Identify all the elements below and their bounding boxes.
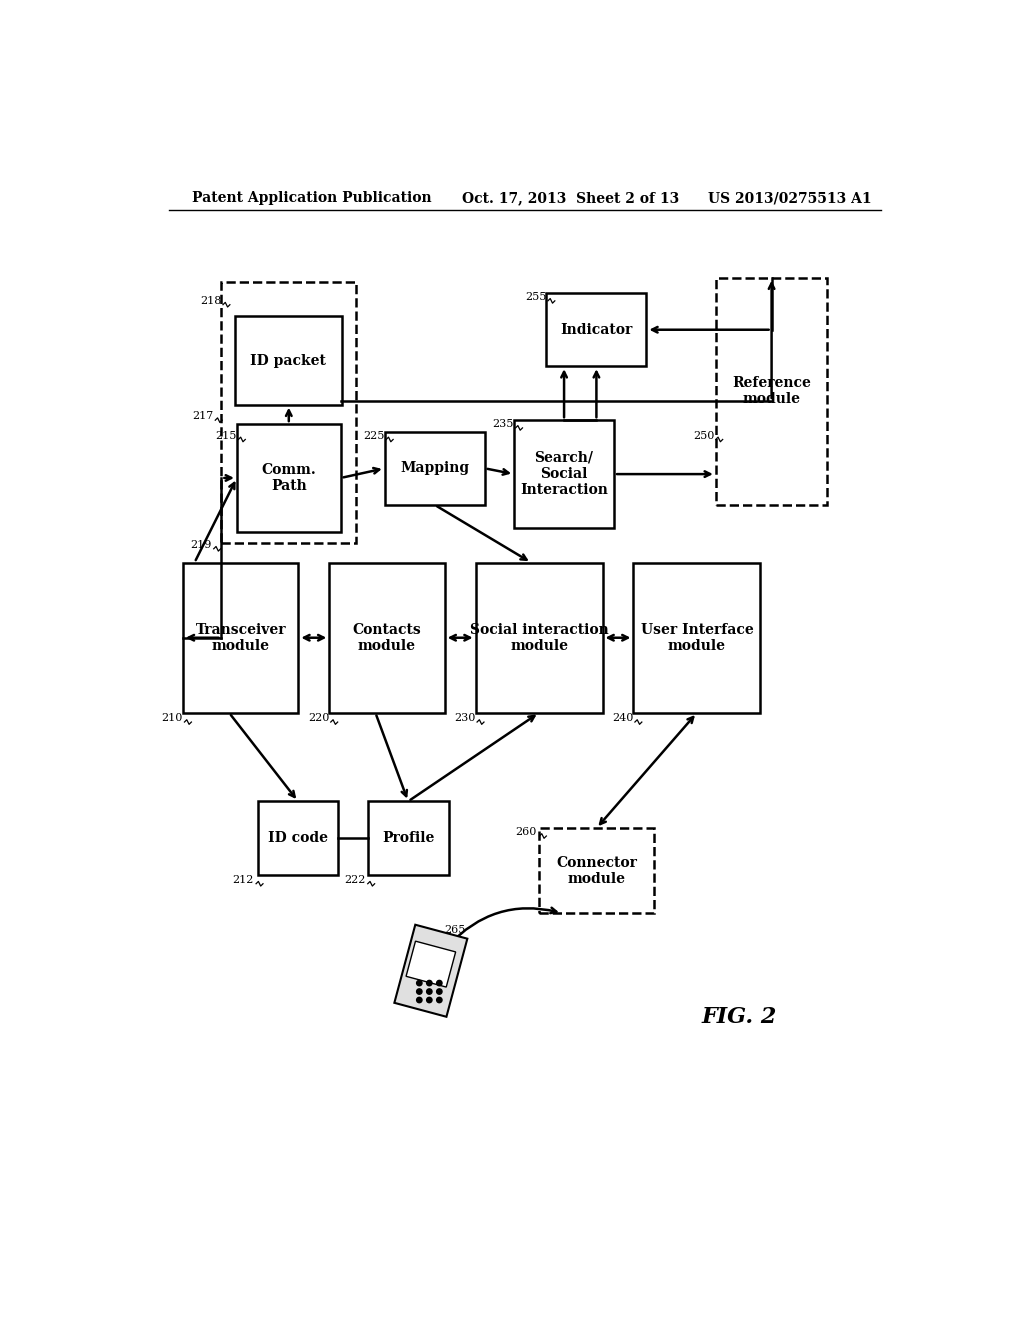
Bar xyxy=(183,562,298,713)
Bar xyxy=(394,925,467,1016)
Circle shape xyxy=(436,981,442,986)
Text: Social interaction
module: Social interaction module xyxy=(470,623,608,653)
Text: 265: 265 xyxy=(444,925,466,935)
Text: ID code: ID code xyxy=(268,830,328,845)
Circle shape xyxy=(417,989,422,994)
Text: Patent Application Publication: Patent Application Publication xyxy=(193,191,432,206)
Bar xyxy=(385,432,484,506)
Text: Transceiver
module: Transceiver module xyxy=(196,623,286,653)
Text: ID packet: ID packet xyxy=(251,354,327,367)
Text: 250: 250 xyxy=(693,430,714,441)
Text: Mapping: Mapping xyxy=(400,461,469,475)
Text: 210: 210 xyxy=(162,713,183,723)
Bar xyxy=(258,801,339,875)
Text: Indicator: Indicator xyxy=(560,322,633,337)
Text: User Interface
module: User Interface module xyxy=(641,623,754,653)
Circle shape xyxy=(427,998,432,1003)
Text: 260: 260 xyxy=(516,828,538,837)
Text: 240: 240 xyxy=(612,713,634,723)
Bar xyxy=(234,317,342,405)
Bar xyxy=(514,420,614,528)
Circle shape xyxy=(427,981,432,986)
Circle shape xyxy=(436,989,442,994)
Bar xyxy=(716,277,827,506)
Text: 215: 215 xyxy=(215,430,237,441)
Text: 218: 218 xyxy=(200,296,221,306)
Text: Reference
module: Reference module xyxy=(732,376,811,407)
Circle shape xyxy=(436,998,442,1003)
Bar xyxy=(237,424,341,532)
Text: Oct. 17, 2013  Sheet 2 of 13: Oct. 17, 2013 Sheet 2 of 13 xyxy=(462,191,679,206)
Text: 217: 217 xyxy=(193,412,214,421)
Text: Search/
Social
Interaction: Search/ Social Interaction xyxy=(520,451,608,498)
Text: Comm.
Path: Comm. Path xyxy=(261,463,316,494)
Bar xyxy=(547,293,646,367)
Text: US 2013/0275513 A1: US 2013/0275513 A1 xyxy=(708,191,871,206)
Text: 225: 225 xyxy=(364,430,385,441)
Text: FIG. 2: FIG. 2 xyxy=(701,1006,776,1028)
Bar xyxy=(330,562,444,713)
Bar xyxy=(475,562,602,713)
Text: 220: 220 xyxy=(308,713,330,723)
Text: Contacts
module: Contacts module xyxy=(352,623,421,653)
Text: Connector
module: Connector module xyxy=(556,855,637,886)
Text: 222: 222 xyxy=(344,875,366,884)
Text: 212: 212 xyxy=(232,875,254,884)
Text: 219: 219 xyxy=(190,540,211,550)
Text: Profile: Profile xyxy=(382,830,434,845)
Bar xyxy=(407,941,456,987)
Bar xyxy=(634,562,761,713)
Bar xyxy=(221,281,356,544)
Circle shape xyxy=(427,989,432,994)
Bar xyxy=(368,801,449,875)
Text: 255: 255 xyxy=(525,292,547,302)
Text: 235: 235 xyxy=(493,418,514,429)
Text: 230: 230 xyxy=(455,713,475,723)
Circle shape xyxy=(417,998,422,1003)
Circle shape xyxy=(417,981,422,986)
Bar xyxy=(539,829,654,913)
